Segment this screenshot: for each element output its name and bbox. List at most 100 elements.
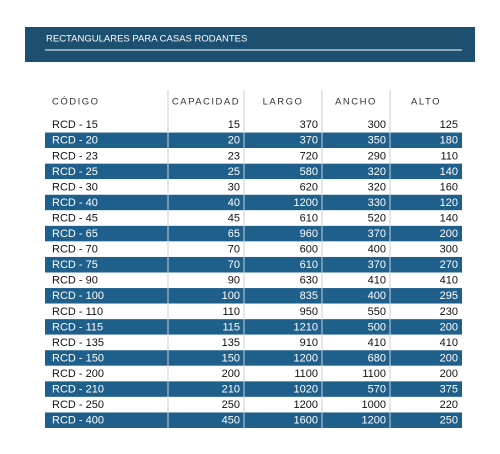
table-cell: 320 bbox=[368, 166, 386, 178]
table-cell: 1200 bbox=[294, 352, 318, 364]
column-header: ANCHO bbox=[335, 97, 377, 108]
column-header: LARGO bbox=[263, 97, 304, 108]
table-cell: 610 bbox=[300, 212, 318, 224]
table-cell: 220 bbox=[440, 399, 458, 411]
table-cell: 410 bbox=[368, 275, 386, 287]
table-cell: 140 bbox=[440, 212, 458, 224]
table-cell: 230 bbox=[440, 306, 458, 318]
table-cell: 30 bbox=[228, 181, 240, 193]
table-cell: RCD - 23 bbox=[52, 150, 98, 162]
table-cell: RCD - 150 bbox=[52, 352, 104, 364]
table-row bbox=[45, 163, 462, 180]
table-row bbox=[45, 210, 462, 226]
table-row bbox=[45, 412, 462, 428]
table-cell: 200 bbox=[440, 321, 458, 333]
table-cell: RCD - 20 bbox=[52, 135, 98, 147]
table-cell: 160 bbox=[440, 181, 458, 193]
table-cell: RCD - 75 bbox=[52, 259, 98, 271]
table-cell: 400 bbox=[368, 290, 386, 302]
table-cell: 1100 bbox=[362, 368, 386, 380]
table-cell: 410 bbox=[440, 337, 458, 349]
table-cell: 100 bbox=[222, 290, 240, 302]
table-cell: 1600 bbox=[294, 415, 318, 427]
table-cell: 610 bbox=[300, 259, 318, 271]
table-cell: RCD - 115 bbox=[52, 321, 103, 333]
table-cell: 1100 bbox=[294, 368, 318, 380]
table-cell: 70 bbox=[228, 259, 240, 271]
table: RCD - 15 15 370 300 125 RCD - 20 20 370 350 180 RC… bbox=[45, 90, 462, 428]
table-row bbox=[45, 256, 462, 273]
table-cell: 620 bbox=[300, 181, 318, 193]
table-row bbox=[45, 303, 462, 320]
table-row bbox=[45, 241, 462, 257]
table-cell: RCD - 135 bbox=[52, 337, 104, 349]
table-row bbox=[45, 225, 462, 242]
table-row bbox=[45, 194, 462, 211]
table-row bbox=[45, 132, 462, 149]
table-row bbox=[45, 148, 462, 164]
table-cell: 1020 bbox=[294, 384, 318, 396]
table-cell: 550 bbox=[368, 306, 386, 318]
table-cell: 210 bbox=[222, 384, 240, 396]
table-cell: 295 bbox=[440, 290, 458, 302]
table-cell: 720 bbox=[300, 150, 318, 162]
table-cell: RCD - 400 bbox=[52, 415, 104, 427]
table-cell: 45 bbox=[228, 212, 240, 224]
table-row bbox=[45, 179, 462, 195]
table-cell: 950 bbox=[300, 306, 318, 318]
table-cell: 23 bbox=[228, 150, 240, 162]
table-cell: 960 bbox=[300, 228, 318, 240]
column-header: CÓDIGO bbox=[52, 97, 100, 108]
table-cell: 200 bbox=[440, 228, 458, 240]
title-bar bbox=[25, 27, 475, 62]
table-cell: 300 bbox=[368, 119, 386, 131]
table-row bbox=[45, 396, 462, 413]
table-cell: 570 bbox=[368, 384, 386, 396]
table-cell: 410 bbox=[440, 275, 458, 287]
table-cell: 450 bbox=[222, 415, 240, 427]
column-header: CAPACIDAD bbox=[172, 97, 240, 108]
table-cell: 1200 bbox=[294, 197, 318, 209]
table-cell: RCD - 90 bbox=[52, 275, 98, 287]
table-cell: RCD - 70 bbox=[52, 244, 98, 256]
table-cell: RCD - 200 bbox=[52, 368, 104, 380]
table-cell: RCD - 40 bbox=[52, 197, 98, 209]
table-cell: RCD - 100 bbox=[52, 290, 104, 302]
table-cell: 1200 bbox=[362, 415, 386, 427]
table-cell: 630 bbox=[300, 275, 318, 287]
table-cell: 680 bbox=[368, 352, 386, 364]
table-cell: RCD - 25 bbox=[52, 166, 98, 178]
table-cell: 200 bbox=[440, 368, 458, 380]
table-cell: 15 bbox=[228, 119, 240, 131]
table-cell: 350 bbox=[368, 135, 386, 147]
table-cell: 150 bbox=[222, 352, 240, 364]
table-row bbox=[45, 365, 462, 382]
table-cell: 320 bbox=[368, 181, 386, 193]
table-cell: 135 bbox=[222, 337, 240, 349]
table-cell: RCD - 30 bbox=[52, 181, 98, 193]
table-cell: 110 bbox=[440, 150, 458, 162]
table-cell: 580 bbox=[300, 166, 318, 178]
table-cell: 370 bbox=[300, 135, 318, 147]
table-cell: 290 bbox=[368, 150, 386, 162]
table-cell: 25 bbox=[228, 166, 240, 178]
table-row bbox=[45, 381, 462, 397]
table-cell: 125 bbox=[440, 119, 458, 131]
table-cell: 300 bbox=[440, 244, 458, 256]
table-row bbox=[45, 117, 462, 133]
table-cell: 835 bbox=[300, 290, 318, 302]
table-cell: 400 bbox=[368, 244, 386, 256]
table-cell: 910 bbox=[300, 337, 318, 349]
table-cell: RCD - 45 bbox=[52, 212, 98, 224]
table-cell: 1200 bbox=[294, 399, 318, 411]
table-cell: RCD - 250 bbox=[52, 399, 104, 411]
title: RECTANGULARES PARA CASAS RODANTES bbox=[46, 34, 247, 45]
table-cell: 520 bbox=[368, 212, 386, 224]
table-row bbox=[45, 319, 462, 335]
table-cell: 600 bbox=[300, 244, 318, 256]
table-cell: 250 bbox=[440, 415, 458, 427]
table-cell: 370 bbox=[300, 119, 318, 131]
table-cell: 180 bbox=[440, 135, 458, 147]
